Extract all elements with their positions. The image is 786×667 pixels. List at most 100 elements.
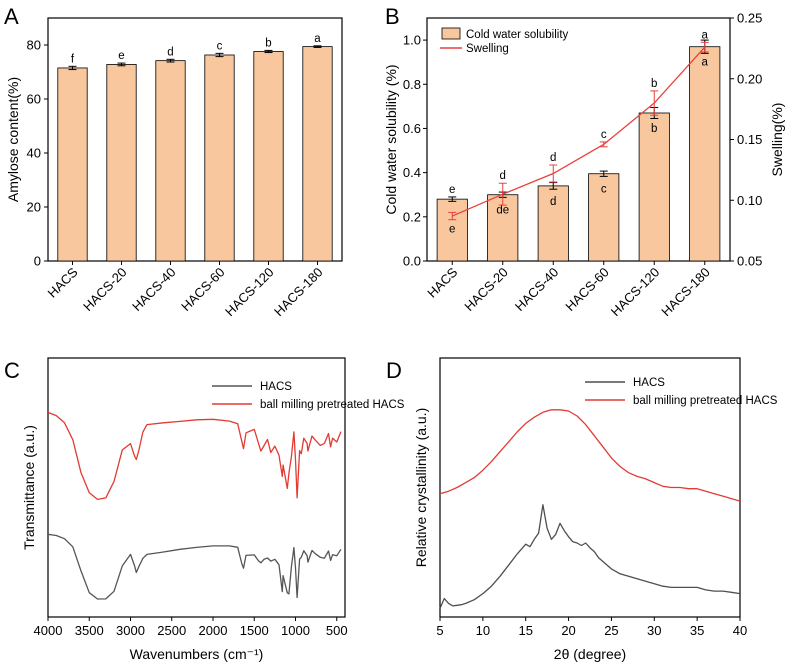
bar-amylose <box>302 46 333 262</box>
panel-a-frame <box>47 17 343 262</box>
panel-a-chart: f HACS e HACS-20 d HACS-40 c HACS-60 b HACS-120 a H… <box>5 17 343 320</box>
y-axis-label: Transmittance (a.u.) <box>21 425 37 550</box>
y-tick-label: 1.0 <box>403 33 421 48</box>
legend-label: HACS <box>633 377 665 389</box>
panel-label-a: A <box>4 4 19 29</box>
x-tick-label: 2500 <box>157 623 186 638</box>
y-tick-label-right: 0.15 <box>737 132 762 147</box>
x-tick-label: HACS-20 <box>80 265 129 314</box>
bar-solubility <box>689 46 721 262</box>
sig-letter: b <box>265 37 271 49</box>
series-line-ball-milled <box>47 411 342 501</box>
x-tick-label: HACS <box>44 264 80 300</box>
series-line-ball-milled <box>439 409 741 502</box>
legend-label: ball milling pretreated HACS <box>633 395 778 407</box>
y-tick-label: 40 <box>27 146 41 161</box>
y-axis-label: Amylose content(%) <box>5 77 21 202</box>
y-tick-label: 0.6 <box>403 121 421 136</box>
sig-letter-bar: c <box>601 184 607 196</box>
legend-label: ball milling pretreated HACS <box>260 399 405 411</box>
y-axis-label-left: Cold water solubility (%) <box>383 64 399 214</box>
y-tick-label-right: 0.05 <box>737 254 762 269</box>
sig-letter-bar: d <box>550 196 556 208</box>
sig-letter-bar: e <box>449 184 455 196</box>
x-tick-label: 25 <box>604 623 618 638</box>
x-tick-label: 40 <box>733 623 747 638</box>
legend-label: Swelling <box>466 43 509 55</box>
x-tick-label: 10 <box>476 623 490 638</box>
bar-amylose <box>155 60 186 262</box>
x-tick-label: 3000 <box>116 623 145 638</box>
x-tick-label: 35 <box>690 623 704 638</box>
y-tick-label: 0.4 <box>403 165 421 180</box>
x-tick-label: 500 <box>326 623 348 638</box>
series-line-hacs <box>47 533 342 600</box>
sig-letter: c <box>217 40 223 52</box>
panel-b-chart: HACS HACS-20 HACS-40 HACS-60HACS-120HACS-18… <box>383 11 785 320</box>
y-tick-label: 0.0 <box>403 254 421 269</box>
sig-letter-line: b <box>651 78 657 90</box>
x-tick-label: HACS-120 <box>222 265 277 320</box>
y-tick-label: 20 <box>27 200 41 215</box>
sig-letter-bar: b <box>651 123 657 135</box>
bar-solubility <box>436 198 468 262</box>
x-tick-label: 1500 <box>240 623 269 638</box>
x-tick-label: HACS-60 <box>178 265 227 314</box>
bar-solubility <box>487 194 519 262</box>
bar-amylose <box>57 67 88 262</box>
y-tick-label: 0.2 <box>403 209 421 224</box>
x-tick-label: HACS-60 <box>562 265 611 314</box>
panel-d-frame <box>439 357 741 618</box>
x-tick-label: 20 <box>561 623 575 638</box>
panel-label-b: B <box>385 4 400 29</box>
bar-amylose <box>204 54 235 262</box>
y-axis-label-right: Swelling(%) <box>769 103 785 177</box>
sig-letter-line: c <box>601 129 607 141</box>
sig-letter-line: d <box>550 152 556 164</box>
y-tick-label: 0 <box>34 254 41 269</box>
sig-letter: d <box>167 46 173 58</box>
x-tick-label: HACS-180 <box>658 265 713 320</box>
x-tick-label: 4000 <box>34 623 63 638</box>
legend-label: HACS <box>260 381 292 393</box>
x-tick-label: 30 <box>647 623 661 638</box>
y-tick-label: 60 <box>27 92 41 107</box>
series-line-hacs <box>439 504 741 609</box>
x-axis-label: Wavenumbers (cm⁻¹) <box>130 646 264 662</box>
y-axis-label: Relative crystallinity (a.u.) <box>413 408 429 568</box>
panel-c-chart: 4000 3500 3000 2500 2000 1500 1000 500 Wavenumbe… <box>21 357 405 662</box>
legend-label: Cold water solubility <box>466 29 569 41</box>
x-tick-label: 1000 <box>281 623 310 638</box>
x-tick-label: 2000 <box>199 623 228 638</box>
bar-amylose <box>253 51 284 262</box>
x-tick-label: 3500 <box>75 623 104 638</box>
sig-letter-line: a <box>702 29 709 41</box>
bar-solubility <box>537 185 569 262</box>
legend-swatch-bar <box>441 27 461 40</box>
sig-letter-line: e <box>449 224 455 236</box>
panel-c-frame <box>47 357 346 618</box>
bar-solubility <box>638 112 670 262</box>
x-axis-label: 2θ (degree) <box>554 646 626 662</box>
panel-label-c: C <box>4 358 20 383</box>
x-tick-label: HACS-20 <box>461 265 510 314</box>
y-tick-label: 80 <box>27 38 41 53</box>
sig-letter: f <box>71 53 75 65</box>
sig-letter: e <box>118 50 124 62</box>
bar-amylose <box>106 64 137 262</box>
x-tick-label: 15 <box>518 623 532 638</box>
panel-label-d: D <box>386 358 402 383</box>
x-tick-label: HACS-120 <box>608 265 663 320</box>
x-tick-label: HACS-40 <box>512 265 561 314</box>
y-tick-label-right: 0.25 <box>737 11 762 26</box>
x-tick-label: HACS-40 <box>129 265 178 314</box>
y-tick-label: 0.8 <box>403 77 421 92</box>
sig-letter: a <box>314 33 321 45</box>
sig-letter-line: d <box>500 170 506 182</box>
swelling-line <box>451 46 706 217</box>
panel-d-chart: 5 10 15 20 25 30 35 40 2θ (degree) HACS ball milli… <box>413 357 778 662</box>
y-tick-label-right: 0.20 <box>737 71 762 86</box>
sig-letter-bar: de <box>496 205 509 217</box>
x-tick-label: HACS <box>424 264 460 300</box>
